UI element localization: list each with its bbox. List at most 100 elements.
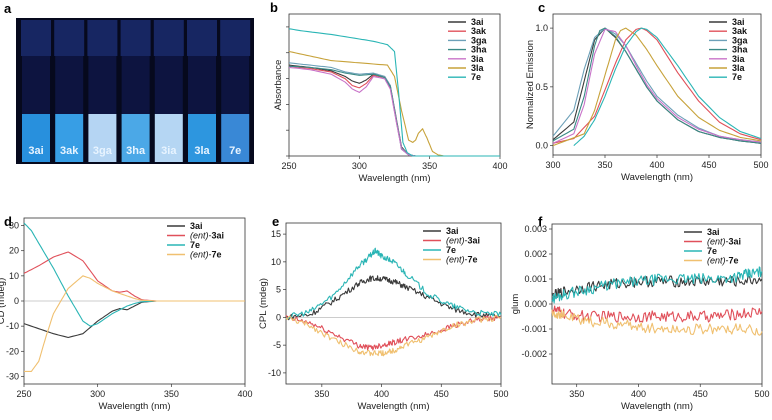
- x-tick-label: 450: [701, 160, 716, 170]
- panel-a: a 3ai 3ak 3ga 3ha 3ia 3la 7e: [4, 1, 254, 164]
- vial-solution: [55, 114, 84, 162]
- vial-glass: [22, 56, 50, 114]
- x-axis-label: Wavelength (nm): [99, 401, 171, 412]
- series-line-7e: [23, 222, 245, 327]
- y-tick-label: 20: [9, 246, 19, 256]
- vial-cap: [54, 20, 85, 56]
- series-line-3la: [552, 27, 762, 147]
- panel-e: e 350 400 450 500 Wavelength (nm) -10 -5 0 5 10 15 C…: [258, 214, 509, 412]
- vial-cap: [187, 20, 217, 56]
- legend-label: (ent)-3ai: [707, 237, 741, 247]
- vial-cap: [120, 20, 151, 56]
- x-tick-label: 350: [164, 389, 179, 399]
- vial-cap: [87, 20, 118, 56]
- plot-frame: [285, 222, 502, 385]
- x-tick-label: 350: [569, 389, 584, 399]
- x-axis-label: Wavelength (nm): [621, 401, 693, 412]
- legend-label: 3la: [471, 63, 485, 73]
- y-tick-label: 0: [276, 312, 281, 322]
- y-tick-label: 0.002: [524, 249, 547, 259]
- legend-label: 3ha: [732, 45, 749, 55]
- vial: 3ai: [21, 20, 51, 162]
- y-axis-label: Normalized Emission: [525, 40, 536, 129]
- x-axis-label: Wavelength (nm): [359, 173, 431, 184]
- panel-label: a: [4, 1, 12, 16]
- x-tick-label: 500: [754, 389, 769, 399]
- y-tick-label: 0.0: [535, 141, 548, 151]
- legend-label: 3ai: [446, 226, 459, 236]
- legend-label: 3ga: [732, 35, 749, 45]
- y-tick-label: -5: [273, 340, 281, 350]
- vial-label: 3ga: [93, 145, 113, 157]
- x-tick-label: 450: [434, 389, 449, 399]
- vial: 3ha: [120, 20, 151, 162]
- x-tick-label: 500: [753, 160, 768, 170]
- y-axis-label: Absorbance: [273, 60, 284, 111]
- vial-glass: [154, 56, 183, 114]
- y-tick-label: 15: [271, 229, 281, 239]
- series-line-7e: [285, 247, 502, 320]
- x-tick-label: 400: [649, 160, 664, 170]
- y-tick-label: 1.0: [535, 23, 548, 33]
- vial-solution: [121, 114, 150, 162]
- legend-label: 3ia: [471, 54, 485, 64]
- plot-frame: [288, 13, 501, 157]
- series-line-7e: [573, 27, 762, 147]
- y-tick-label: 0.003: [524, 224, 547, 234]
- x-tick-label: 450: [693, 389, 708, 399]
- x-tick-label: 400: [492, 161, 507, 171]
- y-tick-label: 5: [276, 285, 281, 295]
- series-line-(ent)-7e: [551, 309, 763, 336]
- legend-label: 7e: [471, 72, 481, 82]
- series-line-(ent)-3ai: [551, 305, 763, 323]
- panel-c: c 300 350 400 450 500 Wavelength (nm) 0.0 0.5 1.0…: [525, 0, 769, 183]
- y-tick-label: -10: [268, 368, 281, 378]
- series-line-3ai: [552, 27, 762, 144]
- vial: 3ia: [153, 20, 184, 162]
- panel-f: f 350 400 450 500 Wavelength (nm) 0.003 0.002 0.…: [510, 214, 770, 412]
- x-axis-label: Wavelength (nm): [621, 172, 693, 183]
- y-tick-label: -10: [6, 321, 19, 331]
- vial-solution: [22, 114, 50, 162]
- y-tick-label: 0.000: [524, 299, 547, 309]
- legend-label: (ent)-7e: [707, 256, 739, 266]
- vial-cap: [220, 20, 251, 56]
- x-tick-label: 400: [631, 389, 646, 399]
- vial-solution: [188, 114, 216, 162]
- legend-label: 3ak: [732, 26, 748, 36]
- vial-cap: [153, 20, 184, 56]
- x-tick-label: 400: [237, 389, 252, 399]
- legend-label: 7e: [446, 245, 456, 255]
- legend-label: 3ak: [471, 26, 487, 36]
- y-axis-label: CPL (mdeg): [258, 278, 269, 329]
- legend-label: 3ai: [732, 17, 745, 27]
- vial-solution: [154, 114, 183, 162]
- y-tick-label: 10: [9, 271, 19, 281]
- y-tick-label: 0.001: [524, 274, 547, 284]
- panel-label: e: [272, 214, 279, 229]
- y-axis-label: CD (mdeg): [0, 278, 7, 324]
- vial: 3ak: [54, 20, 85, 162]
- y-tick-label: -0.002: [521, 349, 547, 359]
- y-tick-label: -20: [6, 346, 19, 356]
- vial-glass: [55, 56, 84, 114]
- y-tick-label: 30: [9, 221, 19, 231]
- y-tick-label: -30: [6, 371, 19, 381]
- panel-label: c: [538, 0, 545, 15]
- series-line-7e: [551, 266, 763, 304]
- vial-label: 3la: [194, 145, 210, 157]
- series-line-3ai: [285, 275, 502, 321]
- series-line-3la: [288, 50, 500, 157]
- vial-solution: [221, 114, 250, 162]
- vial-label: 7e: [229, 145, 241, 157]
- y-tick-label: 0.5: [535, 82, 548, 92]
- legend-label: (ent)-3ai: [446, 236, 480, 246]
- legend-label: 3ai: [471, 17, 484, 27]
- legend-label: 3la: [732, 63, 746, 73]
- series-line-3ia: [552, 28, 762, 144]
- vial: 3la: [187, 20, 217, 162]
- legend-label: 3ha: [471, 45, 488, 55]
- series-line-7e: [288, 28, 500, 157]
- x-tick-label: 500: [493, 389, 508, 399]
